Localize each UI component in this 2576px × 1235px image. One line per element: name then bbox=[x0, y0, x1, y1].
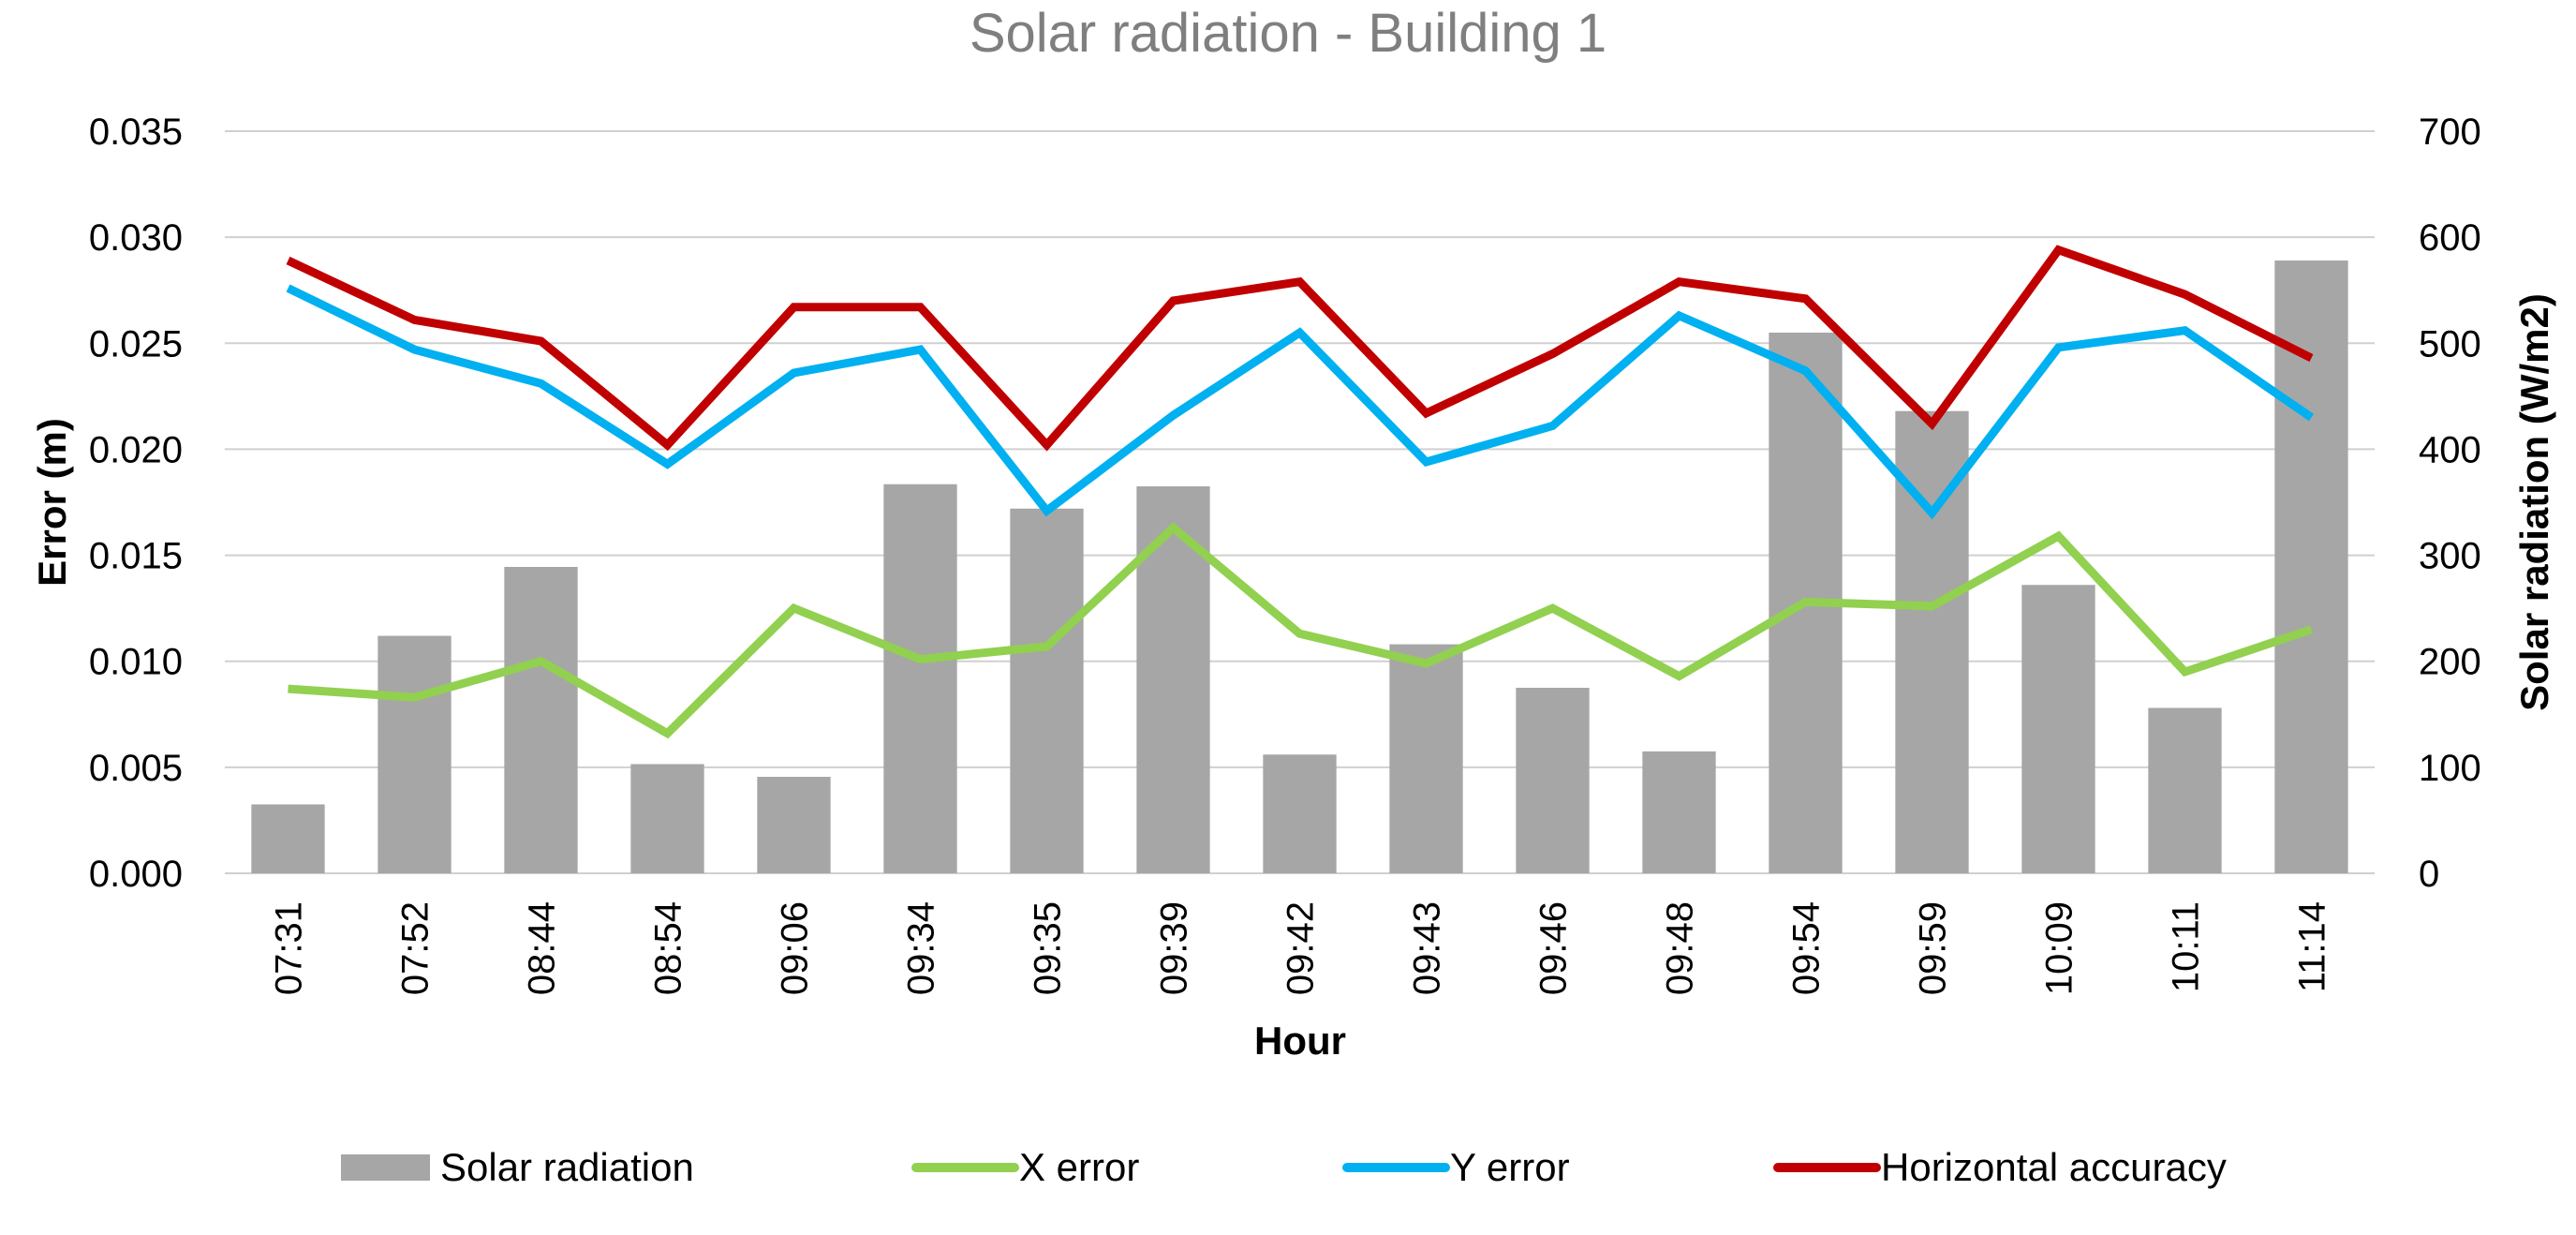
x-axis-tick-label: 09:43 bbox=[1407, 901, 1448, 995]
bar-series-solar-radiation bbox=[251, 260, 2348, 873]
left-axis-tick-label: 0.025 bbox=[89, 323, 183, 365]
right-axis-tick-label: 400 bbox=[2419, 429, 2481, 470]
bar-solar-radiation-0935 bbox=[1010, 508, 1084, 873]
right-axis-tick-label: 500 bbox=[2419, 323, 2481, 365]
legend-label: Solar radiation bbox=[440, 1145, 694, 1189]
legend-label: Horizontal accuracy bbox=[1881, 1145, 2227, 1189]
left-axis-tick-label: 0.030 bbox=[89, 217, 183, 259]
line-series-group bbox=[286, 245, 2315, 739]
bar-solar-radiation-0948 bbox=[1642, 751, 1716, 873]
bar-solar-radiation-0844 bbox=[504, 567, 578, 873]
x-axis-tick-label: 10:11 bbox=[2166, 901, 2207, 992]
bar-solar-radiation-0854 bbox=[630, 764, 704, 873]
line-series-x-error bbox=[288, 522, 2313, 739]
left-axis-ticks: 0.000 0.005 0.010 0.015 0.020 0.025 0.030 0.035 bbox=[89, 112, 183, 895]
left-axis-tick-label: 0.020 bbox=[89, 429, 183, 470]
bar-solar-radiation-1114 bbox=[2274, 260, 2348, 873]
right-axis-ticks: 0 100 200 300 400 500 600 700 bbox=[2419, 112, 2481, 895]
bar-solar-radiation-0943 bbox=[1389, 644, 1463, 873]
bar-solar-radiation-1011 bbox=[2148, 707, 2222, 873]
x-axis-tick-label: 09:34 bbox=[901, 901, 942, 995]
legend-label: Y error bbox=[1450, 1145, 1570, 1189]
right-axis-tick-label: 600 bbox=[2419, 217, 2481, 259]
x-axis-tick-label: 09:39 bbox=[1154, 901, 1195, 995]
left-axis-tick-label: 0.015 bbox=[89, 536, 183, 577]
x-axis-tick-label: 09:06 bbox=[775, 901, 816, 995]
bar-solar-radiation-0731 bbox=[251, 804, 325, 873]
right-axis-tick-label: 200 bbox=[2419, 642, 2481, 683]
legend-item-x-error: X error bbox=[911, 1145, 1139, 1189]
series-line bbox=[288, 522, 2313, 739]
right-axis-tick-label: 0 bbox=[2419, 854, 2439, 895]
bar-solar-radiation-0906 bbox=[757, 777, 831, 873]
x-axis-tick-label: 07:31 bbox=[269, 901, 310, 995]
legend-item-y-error: Y error bbox=[1342, 1145, 1570, 1189]
right-axis-tick-label: 100 bbox=[2419, 748, 2481, 789]
right-axis-tick-label: 300 bbox=[2419, 536, 2481, 577]
x-axis-tick-label: 09:48 bbox=[1660, 901, 1701, 995]
legend-swatch bbox=[341, 1154, 430, 1181]
x-axis-label: Hour bbox=[1254, 1019, 1346, 1063]
left-axis-label: Error (m) bbox=[30, 418, 74, 587]
legend-label: X error bbox=[1019, 1145, 1139, 1189]
x-axis-tick-label: 10:09 bbox=[2039, 901, 2080, 995]
x-axis-tick-label: 09:59 bbox=[1913, 901, 1954, 995]
left-axis-tick-label: 0.000 bbox=[89, 854, 183, 895]
left-axis-tick-label: 0.005 bbox=[89, 748, 183, 789]
legend-item-horizontal-accuracy: Horizontal accuracy bbox=[1773, 1145, 2227, 1189]
x-axis-tick-label: 09:54 bbox=[1786, 901, 1828, 995]
x-axis-tick-label: 11:14 bbox=[2292, 901, 2333, 992]
x-axis-ticks: 07:31 07:52 08:44 08:54 09:06 09:34 09:35 09:39… bbox=[269, 901, 2333, 995]
bar-solar-radiation-0946 bbox=[1516, 688, 1590, 873]
legend: Solar radiation X error Y error Horizontal … bbox=[341, 1145, 2227, 1189]
line-series-horizontal-accuracy bbox=[286, 245, 2314, 452]
x-axis-tick-label: 09:46 bbox=[1533, 901, 1575, 995]
x-axis-tick-label: 08:44 bbox=[522, 901, 563, 995]
bar-solar-radiation-0934 bbox=[883, 484, 957, 873]
legend-item-solar-radiation: Solar radiation bbox=[341, 1145, 694, 1189]
right-axis-label: Solar radiation (W/m2) bbox=[2512, 293, 2556, 711]
bar-solar-radiation-0942 bbox=[1263, 754, 1337, 873]
x-axis-tick-label: 09:42 bbox=[1281, 901, 1322, 995]
chart-title: Solar radiation - Building 1 bbox=[970, 3, 1606, 64]
right-axis-tick-label: 700 bbox=[2419, 112, 2481, 153]
line-series-y-error bbox=[286, 284, 2315, 520]
left-axis-tick-label: 0.035 bbox=[89, 112, 183, 153]
bar-solar-radiation-0752 bbox=[378, 635, 452, 873]
x-axis-tick-label: 07:52 bbox=[395, 901, 437, 995]
x-axis-tick-label: 09:35 bbox=[1028, 901, 1069, 995]
x-axis-tick-label: 08:54 bbox=[648, 901, 689, 995]
grid-lines bbox=[225, 130, 2375, 874]
bar-solar-radiation-1009 bbox=[2021, 585, 2095, 873]
left-axis-tick-label: 0.010 bbox=[89, 642, 183, 683]
